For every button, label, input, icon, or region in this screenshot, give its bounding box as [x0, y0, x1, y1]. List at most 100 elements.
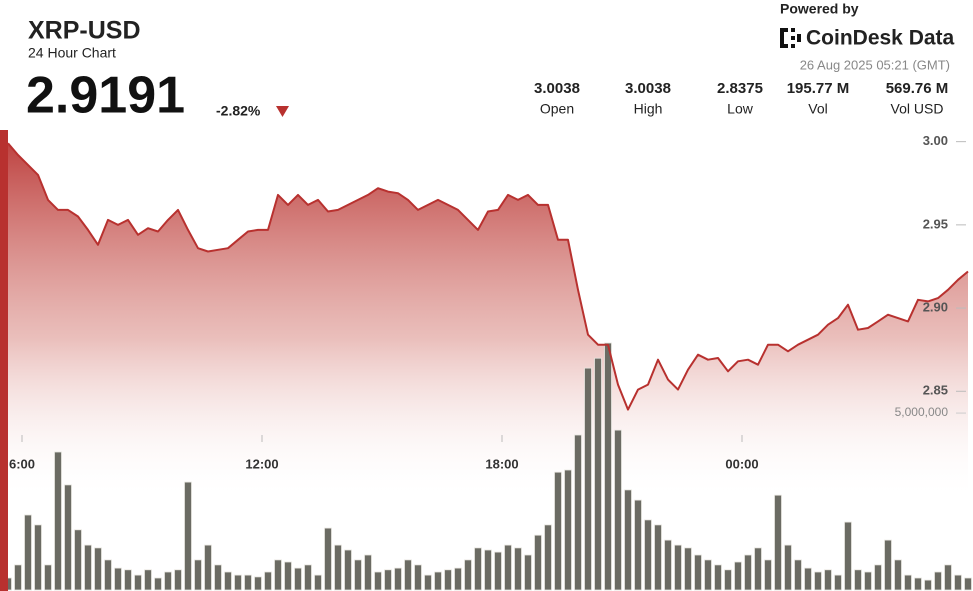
- volume-bar: [854, 569, 862, 591]
- stat-value: 569.76 M: [886, 80, 949, 97]
- volume-bar: [414, 564, 422, 591]
- y-tick-label: 2.90: [923, 300, 948, 315]
- stat-label: Vol: [808, 101, 827, 117]
- volume-bar: [654, 524, 662, 591]
- volume-bar: [894, 559, 902, 591]
- price-area: [8, 143, 968, 591]
- volume-bar: [864, 571, 872, 591]
- brand: CoinDesk Data: [806, 27, 955, 50]
- y-tick-label: 2.85: [923, 383, 948, 398]
- volume-bar: [724, 569, 732, 591]
- stat-label: Vol USD: [891, 101, 944, 117]
- volume-bar: [394, 567, 402, 591]
- volume-bar: [464, 559, 472, 591]
- volume-bar: [514, 547, 522, 591]
- volume-bar: [794, 559, 802, 591]
- volume-bar: [454, 567, 462, 591]
- volume-bar: [224, 571, 232, 591]
- volume-bar: [584, 367, 592, 591]
- volume-bar: [34, 524, 42, 591]
- volume-bar: [674, 544, 682, 591]
- volume-bar: [144, 569, 152, 591]
- timestamp: 26 Aug 2025 05:21 (GMT): [800, 57, 950, 72]
- volume-bar: [334, 544, 342, 591]
- volume-bar: [284, 561, 292, 591]
- volume-bar: [554, 471, 562, 591]
- volume-bar: [484, 549, 492, 591]
- volume-bar: [324, 527, 332, 591]
- volume-bar: [534, 534, 542, 591]
- volume-bar: [254, 576, 262, 591]
- volume-bar: [774, 494, 782, 591]
- x-tick-label: 12:00: [245, 456, 278, 471]
- x-tick-label: 6:00: [9, 456, 35, 471]
- volume-bar: [644, 519, 652, 591]
- x-tick-label: 18:00: [485, 456, 518, 471]
- volume-bar: [14, 564, 22, 591]
- volume-bar: [374, 571, 382, 591]
- volume-bar: [924, 579, 932, 591]
- volume-bar: [814, 571, 822, 591]
- stat-label: Low: [727, 101, 754, 117]
- volume-bar: [164, 571, 172, 591]
- volume-bar: [524, 554, 532, 591]
- plot: [4, 142, 972, 591]
- y-tick-label: 3.00: [923, 133, 948, 148]
- volume-bar: [914, 577, 922, 591]
- stat-label: Open: [540, 101, 574, 117]
- volume-bar: [424, 574, 432, 591]
- volume-bar: [104, 559, 112, 591]
- volume-bar: [884, 539, 892, 591]
- volume-bar: [244, 574, 252, 591]
- volume-bar: [24, 514, 32, 591]
- y2-tick-label: 5,000,000: [895, 405, 949, 419]
- subtitle: 24 Hour Chart: [28, 45, 116, 61]
- volume-bar: [264, 571, 272, 591]
- volume-bar: [384, 569, 392, 591]
- volume-bar: [964, 577, 972, 591]
- volume-bar: [784, 544, 792, 591]
- price: 2.9191: [26, 67, 185, 125]
- volume-bar: [294, 567, 302, 591]
- volume-bar: [434, 571, 442, 591]
- volume-bar: [944, 564, 952, 591]
- stat-value: 3.0038: [534, 80, 580, 97]
- volume-bar: [474, 547, 482, 591]
- volume-bar: [604, 342, 612, 591]
- change: -2.82%: [216, 103, 261, 119]
- volume-bar: [344, 549, 352, 591]
- volume-bar: [404, 559, 412, 591]
- stat-value: 3.0038: [625, 80, 671, 97]
- volume-bar: [184, 481, 192, 591]
- volume-bar: [304, 564, 312, 591]
- volume-bar: [74, 529, 82, 591]
- volume-bar: [934, 571, 942, 591]
- title: XRP-USD: [28, 17, 141, 45]
- down-arrow: [276, 106, 289, 117]
- volume-bar: [174, 569, 182, 591]
- edge-bar: [0, 130, 8, 591]
- volume-bar: [574, 434, 582, 591]
- volume-bar: [844, 521, 852, 591]
- volume-bar: [594, 357, 602, 591]
- volume-bar: [624, 489, 632, 591]
- volume-bar: [804, 567, 812, 591]
- volume-bar: [134, 574, 142, 591]
- volume-bar: [494, 551, 502, 591]
- stat-value: 195.77 M: [787, 80, 850, 97]
- volume-bar: [614, 429, 622, 591]
- stat-value: 2.8375: [717, 80, 763, 97]
- volume-bar: [824, 569, 832, 591]
- volume-bar: [834, 574, 842, 591]
- volume-bar: [694, 554, 702, 591]
- volume-bar: [744, 554, 752, 591]
- volume-bar: [364, 554, 372, 591]
- volume-bar: [274, 559, 282, 591]
- volume-bar: [754, 547, 762, 591]
- volume-bar: [54, 451, 62, 591]
- volume-bar: [904, 574, 912, 591]
- volume-bar: [544, 524, 552, 591]
- x-tick-label: 00:00: [725, 456, 758, 471]
